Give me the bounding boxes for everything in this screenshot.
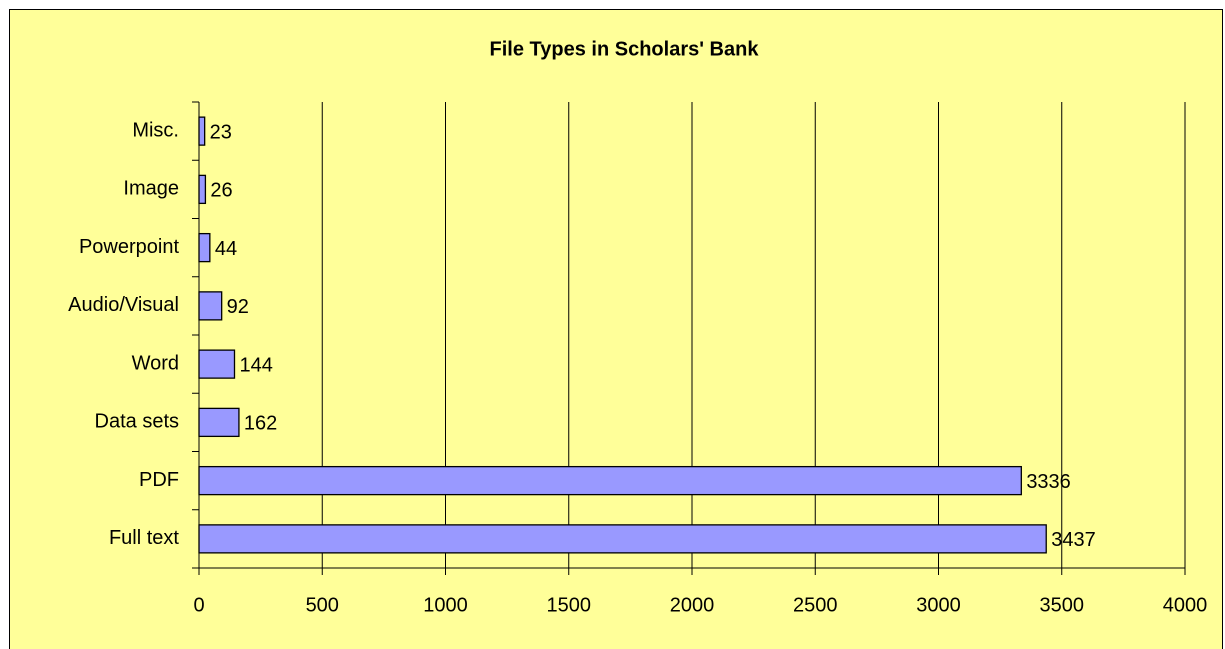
bar: [198, 465, 1022, 496]
y-tick-label: Full text: [109, 527, 179, 549]
data-label: 3437: [1051, 529, 1096, 551]
y-tick-label: Audio/Visual: [68, 294, 179, 316]
y-tick-label: Misc.: [132, 119, 179, 141]
data-label: 26: [210, 180, 232, 202]
bar: [198, 407, 240, 438]
x-tick-label: 2000: [670, 594, 715, 616]
data-label: 44: [215, 238, 237, 260]
x-tick-label: 500: [306, 594, 339, 616]
bar: [198, 349, 236, 379]
y-tick-label: Data sets: [95, 411, 179, 433]
x-tick-label: 1000: [423, 594, 468, 616]
y-tick-label: Word: [132, 352, 179, 374]
y-tick-label: Powerpoint: [79, 236, 180, 258]
x-tick-label: 3000: [916, 594, 961, 616]
chart-title: File Types in Scholars' Bank: [490, 38, 760, 60]
x-tick-label: 1500: [547, 594, 592, 616]
y-tick-label: PDF: [139, 469, 179, 491]
x-tick-label: 0: [193, 594, 204, 616]
bar: [198, 116, 206, 146]
data-label: 92: [227, 296, 249, 318]
bar: [198, 232, 211, 263]
bar: [198, 291, 223, 321]
data-label: 23: [210, 121, 232, 143]
data-label: 162: [244, 413, 277, 435]
x-tick-label: 2500: [793, 594, 838, 616]
bar: [198, 524, 1047, 554]
x-tick-label: 3500: [1040, 594, 1085, 616]
y-tick-label: Image: [123, 178, 179, 200]
bar: [198, 174, 207, 205]
data-label: 3336: [1026, 471, 1071, 493]
x-tick-label: 4000: [1163, 594, 1208, 616]
data-label: 144: [239, 354, 272, 376]
